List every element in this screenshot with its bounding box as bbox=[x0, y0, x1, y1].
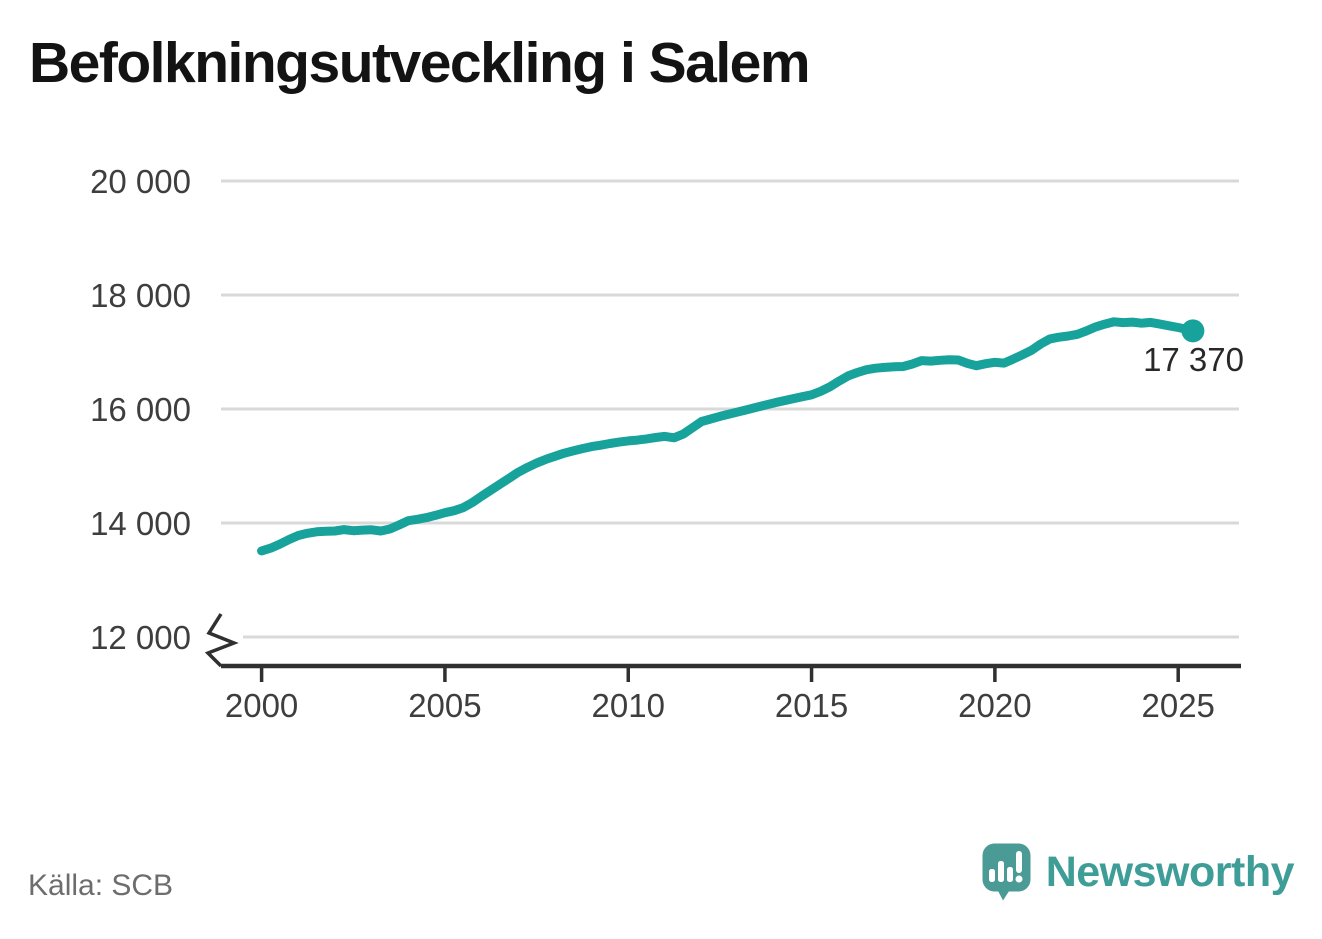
chart-title: Befolkningsutveckling i Salem bbox=[29, 31, 811, 95]
newsworthy-logo-icon bbox=[982, 843, 1031, 901]
source-note: Källa: SCB bbox=[28, 869, 174, 902]
y-axis-labels: 20 000 18 000 16 000 14 000 12 000 bbox=[90, 163, 191, 656]
x-axis-ticks bbox=[259, 666, 1180, 682]
population-line bbox=[257, 317, 1198, 556]
y-tick-label: 20 000 bbox=[90, 163, 191, 200]
newsworthy-wordmark: Newsworthy bbox=[1045, 848, 1295, 896]
gridlines bbox=[221, 179, 1239, 639]
x-tick-label: 2020 bbox=[958, 687, 1031, 724]
x-tick-label: 2000 bbox=[225, 687, 298, 724]
x-axis-labels: 2000 2005 2010 2015 2020 2025 bbox=[225, 687, 1215, 724]
last-value-label: 17 370 bbox=[1143, 341, 1244, 378]
x-tick-label: 2010 bbox=[592, 687, 665, 724]
x-tick-label: 2015 bbox=[775, 687, 848, 724]
x-tick-label: 2025 bbox=[1141, 687, 1214, 724]
newsworthy-logo[interactable]: Newsworthy bbox=[982, 843, 1295, 901]
y-tick-label: 16 000 bbox=[90, 391, 191, 428]
y-tick-label: 18 000 bbox=[90, 277, 191, 314]
axis-break-icon bbox=[204, 613, 239, 668]
x-tick-label: 2005 bbox=[408, 687, 481, 724]
y-tick-label: 12 000 bbox=[90, 619, 191, 656]
last-value-dot bbox=[1181, 319, 1205, 343]
y-tick-label: 14 000 bbox=[90, 505, 191, 542]
